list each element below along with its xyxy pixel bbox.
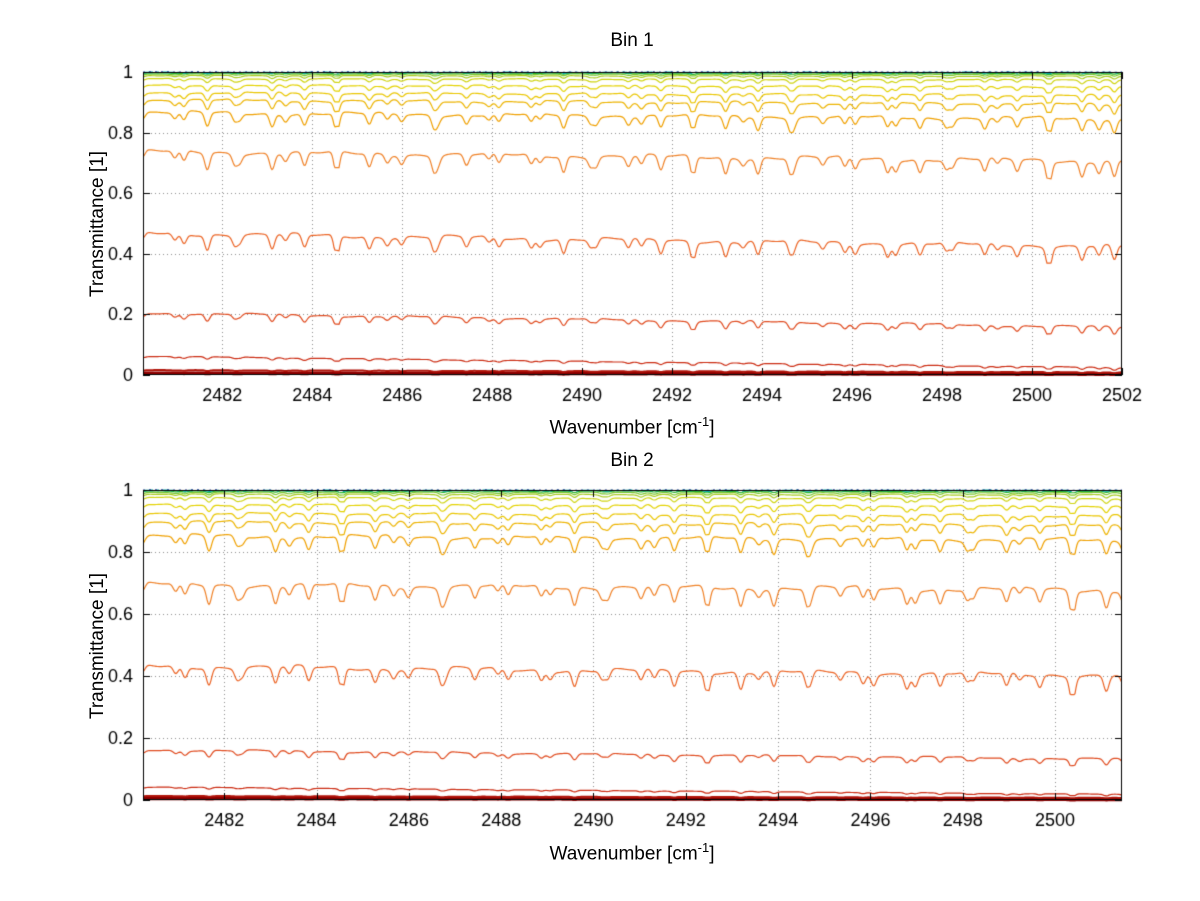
plot2-y-axis-label: Transmittance [1]	[87, 572, 108, 720]
plot1-x-label-superscript: -1	[697, 414, 710, 429]
plot2-x-label-suffix: ]	[709, 843, 715, 865]
plot1-x-axis-label: Wavenumber [cm-1]	[472, 414, 792, 439]
plot1-title: Bin 1	[610, 30, 654, 51]
plot2-x-label-prefix: Wavenumber [cm	[549, 843, 698, 865]
plot2-x-label-superscript: -1	[697, 840, 710, 855]
plot2-title: Bin 2	[610, 450, 654, 471]
plot1-x-label-suffix: ]	[709, 417, 715, 439]
plot2-x-axis-label: Wavenumber [cm-1]	[472, 840, 792, 865]
plot1-x-label-prefix: Wavenumber [cm	[549, 417, 698, 439]
plot1-y-axis-label: Transmittance [1]	[87, 150, 108, 298]
